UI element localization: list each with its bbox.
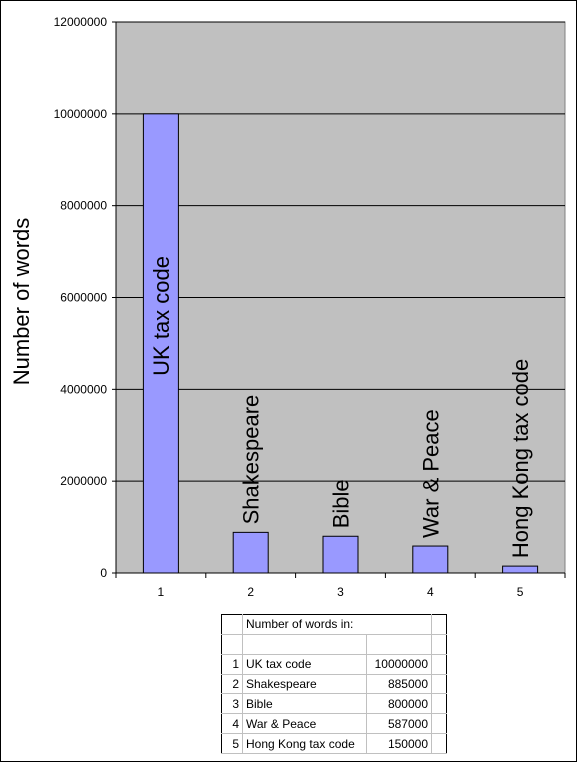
y-tick-label: 4000000 <box>60 382 107 396</box>
y-tick-label: 2000000 <box>60 474 107 488</box>
table-row: 3 Bible 800000 <box>221 693 447 715</box>
x-tick-label: 3 <box>337 585 344 599</box>
row-name: UK tax code <box>242 654 367 675</box>
row-index: 1 <box>221 654 243 675</box>
row-value: 885000 <box>366 674 432 695</box>
table-row: 4 War & Peace 587000 <box>221 713 447 735</box>
bar <box>412 545 449 574</box>
row-index: 4 <box>221 713 243 735</box>
row-index: 5 <box>221 733 243 754</box>
row-value: 587000 <box>366 713 432 735</box>
bar <box>142 113 179 574</box>
x-tick-label: 2 <box>247 585 254 599</box>
table-header: Number of words in: <box>242 614 432 635</box>
row-name: War & Peace <box>242 713 367 735</box>
row-name: Bible <box>242 693 367 715</box>
x-tick-label: 5 <box>517 585 524 599</box>
table-cell <box>431 614 447 635</box>
x-tick-label: 4 <box>427 585 434 599</box>
bar <box>502 565 539 574</box>
table-row: 5 Hong Kong tax code 150000 <box>221 733 447 754</box>
bar <box>232 531 269 574</box>
y-axis-title: Number of words <box>9 218 34 386</box>
table-cell <box>221 614 243 635</box>
table-row: 2 Shakespeare 885000 <box>221 674 447 695</box>
table-row <box>221 634 447 655</box>
x-tick-label: 1 <box>158 585 165 599</box>
bar-label: Bible <box>329 479 354 528</box>
row-index: 2 <box>221 674 243 695</box>
row-name: Hong Kong tax code <box>242 733 367 754</box>
y-tick-label: 10000000 <box>54 107 108 121</box>
row-value: 150000 <box>366 733 432 754</box>
bar-label: UK tax code <box>149 256 174 376</box>
table-header-row: Number of words in: <box>221 614 447 635</box>
row-name: Shakespeare <box>242 674 367 695</box>
row-value: 10000000 <box>366 654 432 675</box>
y-tick-label: 8000000 <box>60 199 107 213</box>
y-tick-label: 0 <box>100 566 107 580</box>
bar-label: War & Peace <box>418 409 443 538</box>
bar-label: Hong Kong tax code <box>508 359 533 558</box>
bar <box>322 535 359 574</box>
y-tick-label: 6000000 <box>60 291 107 305</box>
row-index: 3 <box>221 693 243 715</box>
y-tick-label: 12000000 <box>54 15 108 29</box>
row-value: 800000 <box>366 693 432 715</box>
table-row: 1 UK tax code 10000000 <box>221 654 447 675</box>
bar-label: Shakespeare <box>239 395 264 525</box>
data-table: Number of words in: 1 UK tax code 100000… <box>221 614 447 754</box>
